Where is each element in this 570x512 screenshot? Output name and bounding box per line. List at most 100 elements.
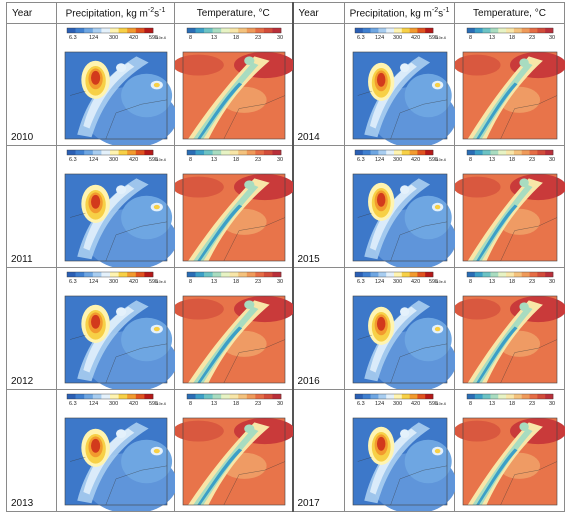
temp-colorbar-swatch	[204, 272, 213, 277]
temp-colorbar-swatch	[537, 150, 546, 155]
precip-colorbar-swatch	[135, 28, 145, 33]
temp-colorbar-tick-label: 8	[469, 157, 472, 163]
temp-colorbar-tick-label: 18	[233, 401, 239, 407]
temp-colorbar-tick-label: 18	[509, 279, 515, 285]
precip-colorbar-tick-label: 6.3	[69, 279, 77, 285]
temp-colorbar-swatch	[513, 272, 523, 277]
precip-colorbar-tick-label: 300	[109, 35, 118, 41]
precip-colorbar-swatch	[378, 150, 387, 155]
temp-colorbar-tick-label: 13	[489, 157, 495, 163]
precip-colorbar-swatch	[67, 28, 76, 33]
temp-colorbar-swatch	[506, 150, 515, 155]
precip-colorbar-swatch	[378, 394, 387, 399]
year-label: 2012	[11, 376, 34, 387]
temp-colorbar-tick-label: 30	[549, 35, 555, 41]
precip-colorbar-swatch	[386, 272, 395, 277]
precipitation-map	[64, 51, 175, 145]
precip-colorbar-tick-label: 300	[109, 279, 118, 285]
temp-colorbar-swatch	[513, 28, 523, 33]
year-label: 2010	[11, 132, 34, 143]
temp-colorbar-tick-label: 23	[529, 35, 535, 41]
precip-colorbar-swatch	[370, 394, 379, 399]
temp-colorbar-tick-label: 23	[255, 35, 261, 41]
precip-colorbar-swatch	[362, 394, 371, 399]
temp-colorbar: 8 13 18 23 30	[186, 27, 283, 41]
temp-colorbar-swatch	[272, 28, 282, 33]
precip-colorbar-tick-label: 300	[393, 157, 402, 163]
precip-colorbar-swatch	[101, 28, 111, 33]
temp-colorbar-swatch	[221, 150, 231, 155]
temp-colorbar-swatch	[467, 394, 476, 399]
year-row: 2013 6.3 124 300 420 595 x10e-6 8 13 18 23 30 2017 6.…	[6, 389, 565, 512]
temperature-map	[455, 51, 565, 140]
temp-colorbar-swatch	[513, 394, 523, 399]
precipitation-map	[64, 173, 175, 267]
year-cell: 2014	[291, 23, 345, 146]
temp-colorbar-swatch	[545, 272, 554, 277]
temp-colorbar-swatch	[482, 394, 491, 399]
temp-colorbar-tick-label: 30	[549, 401, 555, 407]
precip-colorbar-swatch	[386, 150, 395, 155]
precip-colorbar-tick-label: 595	[149, 401, 158, 407]
temp-colorbar-swatch	[498, 272, 507, 277]
precip-colorbar-swatch	[118, 394, 128, 399]
precipitation-cell: 6.3 124 300 420 595 x10e-6	[344, 23, 455, 146]
temp-colorbar-swatch	[229, 28, 239, 33]
precip-colorbar-swatch	[378, 272, 387, 277]
temp-colorbar-swatch	[467, 272, 476, 277]
temp-colorbar: 8 13 18 23 30	[466, 27, 555, 41]
precip-colorbar-tick-label: 595	[429, 401, 438, 407]
precip-colorbar-swatch	[127, 28, 137, 33]
precip-colorbar-swatch	[127, 150, 137, 155]
precip-colorbar-tick-label: 595	[429, 35, 438, 41]
temp-colorbar-tick-label: 18	[233, 157, 239, 163]
precip-colorbar-unit: x10e-6	[155, 402, 166, 406]
temp-colorbar-tick-label: 8	[189, 279, 192, 285]
temp-colorbar-swatch	[187, 272, 196, 277]
year-label: 2013	[11, 498, 34, 509]
temp-colorbar-swatch	[272, 394, 282, 399]
precip-colorbar-tick-label: 420	[411, 279, 420, 285]
temp-colorbar-swatch	[221, 394, 231, 399]
temp-colorbar-tick-label: 23	[255, 157, 261, 163]
year-label: 2016	[297, 376, 320, 387]
precip-colorbar-swatch	[110, 150, 119, 155]
temp-colorbar-swatch	[255, 150, 265, 155]
precip-colorbar-tick-label: 124	[89, 401, 98, 407]
precip-colorbar-tick-label: 6.3	[357, 401, 365, 407]
temp-colorbar-swatch	[263, 272, 273, 277]
temp-colorbar-swatch	[521, 394, 530, 399]
temp-colorbar-tick-label: 13	[489, 401, 495, 407]
temp-colorbar-swatch	[229, 394, 239, 399]
precipitation-cell: 6.3 124 300 420 595 x10e-6	[56, 23, 175, 146]
precip-colorbar-tick-label: 6.3	[357, 35, 365, 41]
precip-colorbar-swatch	[355, 150, 364, 155]
temp-colorbar-swatch	[246, 394, 256, 399]
temp-colorbar-swatch	[187, 150, 196, 155]
temperature-cell: 8 13 18 23 30	[174, 267, 293, 390]
temperature-cell: 8 13 18 23 30	[454, 23, 565, 146]
temp-colorbar: 8 13 18 23 30	[186, 149, 283, 163]
year-cell: 2011	[6, 145, 57, 268]
temp-colorbar-swatch	[474, 272, 483, 277]
temp-colorbar-tick-label: 13	[211, 35, 217, 41]
year-label: 2014	[297, 132, 320, 143]
temp-colorbar-swatch	[246, 272, 256, 277]
year-label: 2015	[297, 254, 320, 265]
precip-colorbar-tick-label: 124	[89, 157, 98, 163]
temp-colorbar-swatch	[490, 272, 499, 277]
precip-colorbar-tick-label: 124	[375, 401, 384, 407]
temp-header-left: Temperature, °C	[174, 2, 293, 24]
precip-colorbar-tick-label: 420	[411, 157, 420, 163]
precip-colorbar-swatch	[144, 28, 154, 33]
precip-colorbar-swatch	[92, 150, 102, 155]
precip-colorbar-swatch	[355, 28, 364, 33]
precip-colorbar-swatch	[75, 150, 85, 155]
precip-colorbar-swatch	[394, 150, 403, 155]
temp-colorbar-swatch	[187, 394, 196, 399]
temp-colorbar-swatch	[212, 394, 222, 399]
precip-colorbar-tick-label: 300	[393, 401, 402, 407]
